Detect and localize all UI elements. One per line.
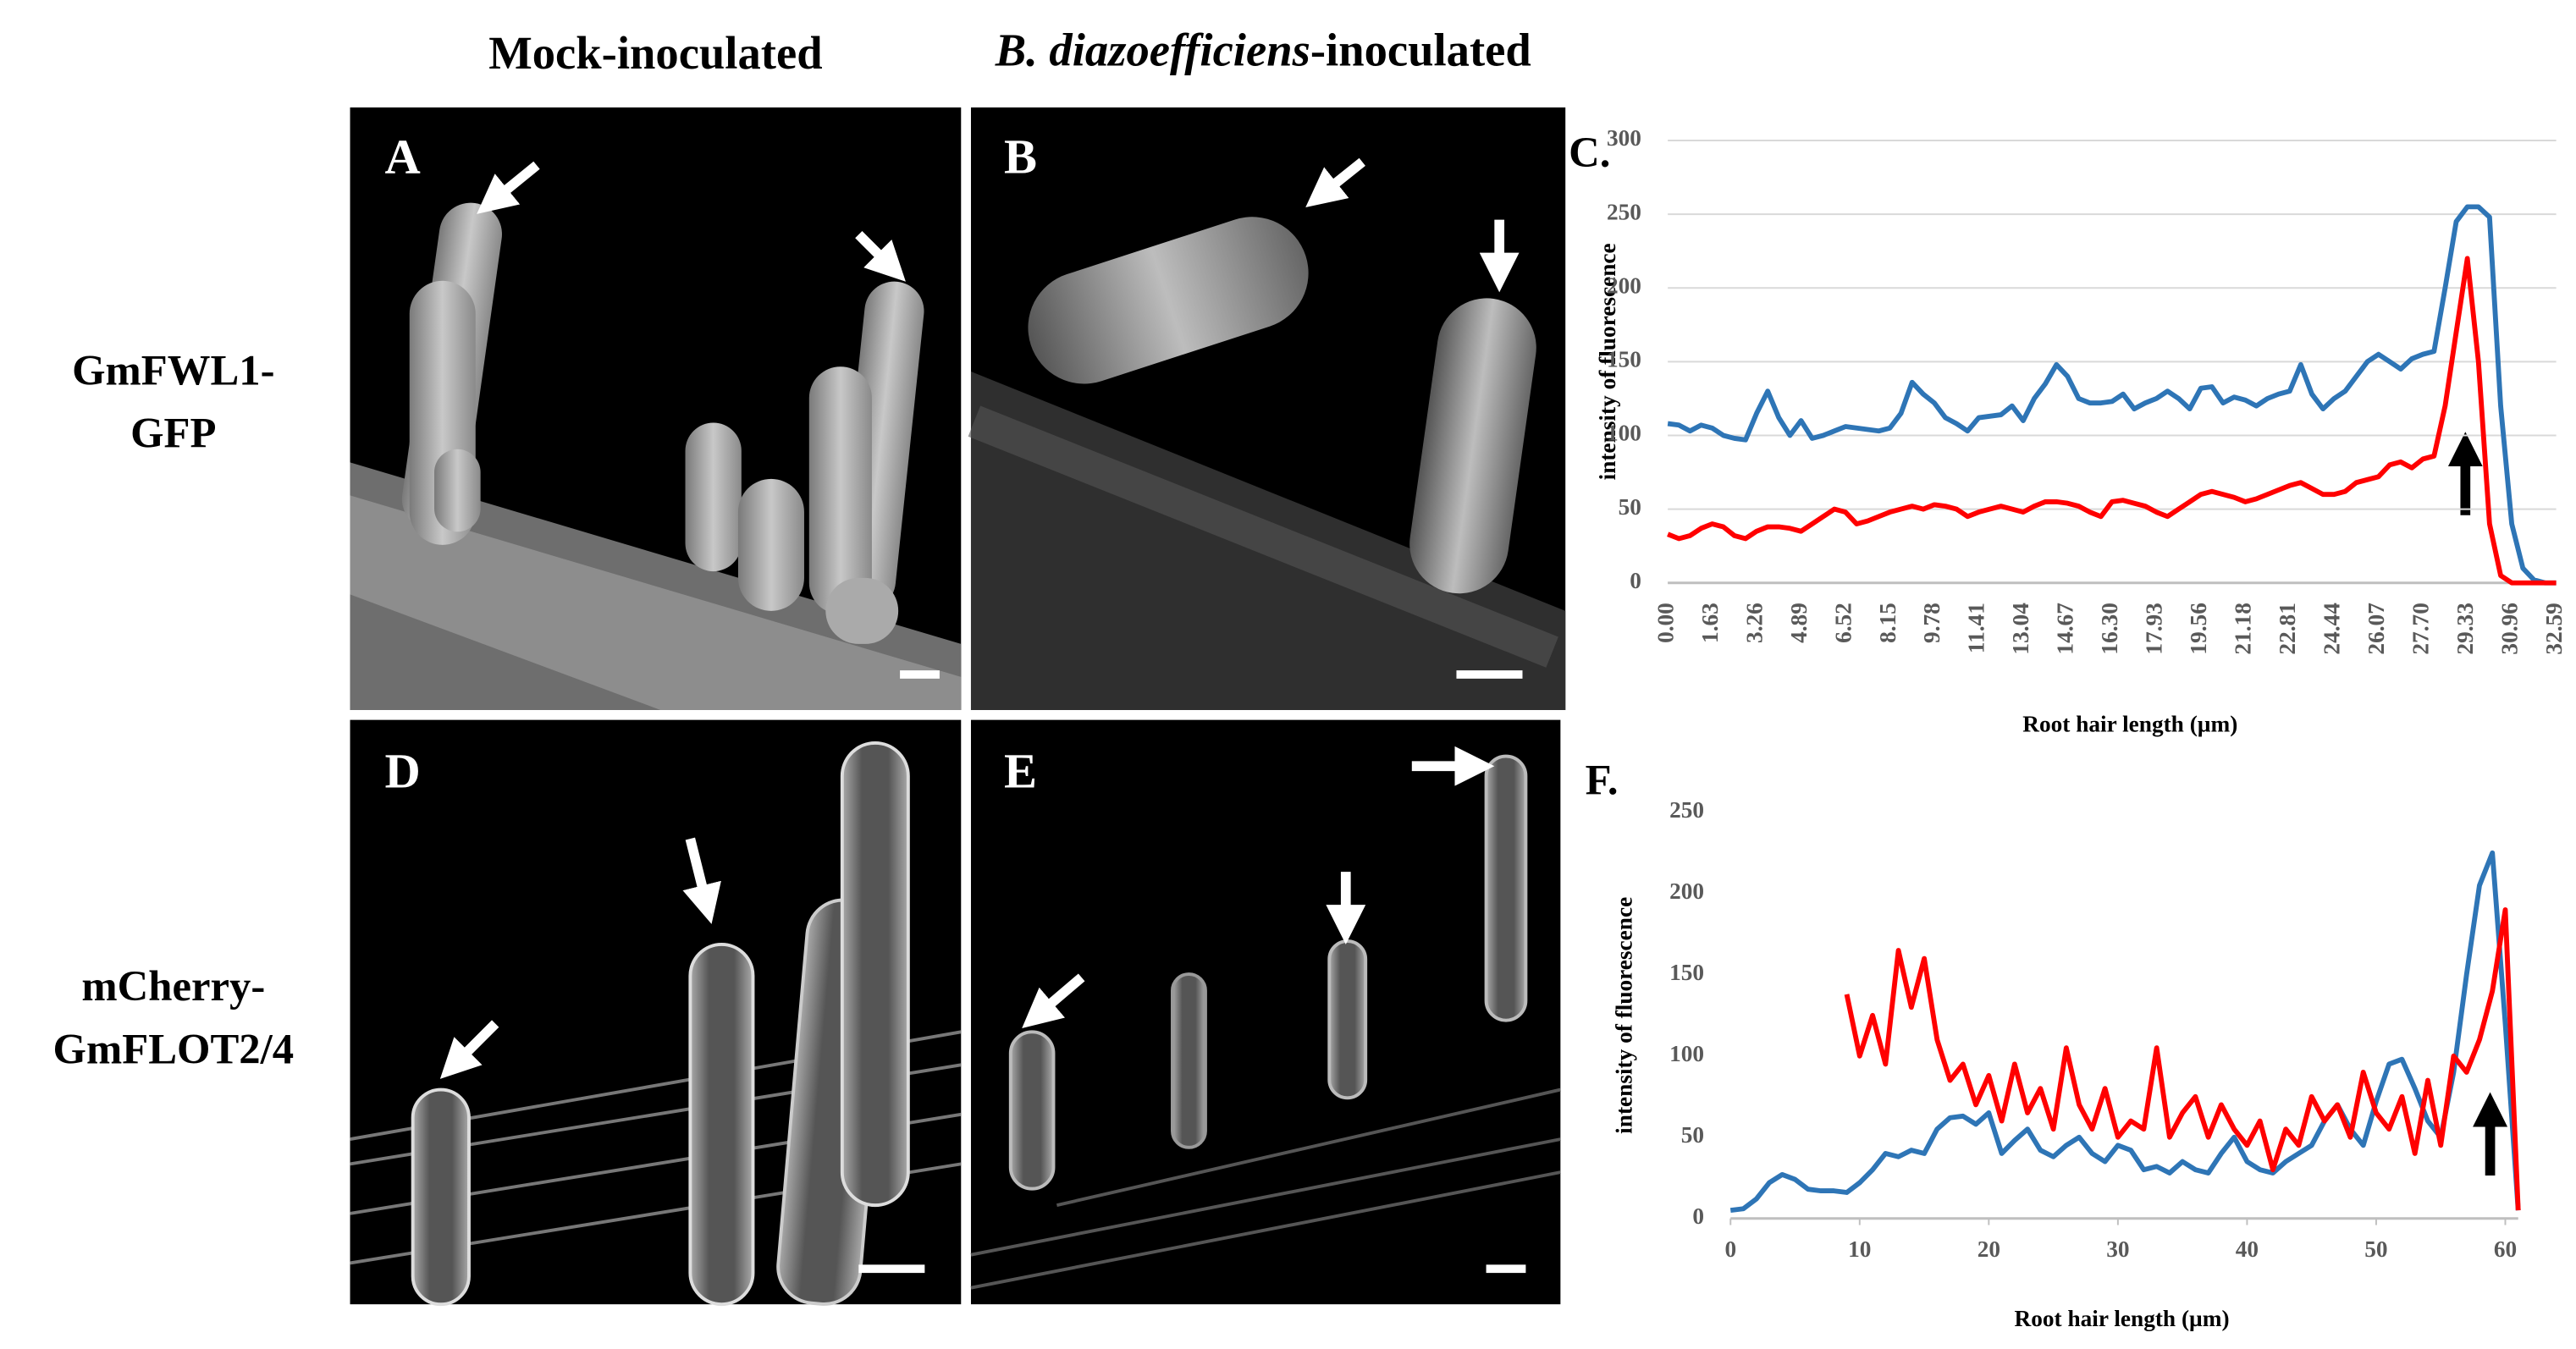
x-tick-label: 11.41 [1964,603,1989,653]
column-header: B. diazoefficiens-inoculated [995,24,1531,75]
y-tick-label: 300 [1607,125,1641,151]
y-tick-label: 0 [1692,1203,1704,1229]
row-label: mCherry- [81,962,265,1010]
x-axis-label: Root hair length (µm) [2015,1306,2230,1331]
x-tick-label: 10 [1848,1236,1871,1262]
panel-letter: E [1004,743,1037,798]
series-line [1667,204,2557,586]
x-tick-label: 0.00 [1652,603,1678,643]
micrograph-e: E [970,719,1561,1305]
x-tick-label: 14.67 [2053,603,2078,654]
panel-letter: B [1004,129,1037,184]
series-line [1729,850,2521,1214]
x-tick-label: 26.07 [2364,603,2389,654]
column-header: Mock-inoculated [488,27,822,79]
row-label: GFP [130,410,216,457]
y-tick-label: 200 [1607,273,1641,298]
x-tick-label: 19.56 [2186,603,2211,654]
y-tick-label: 250 [1607,199,1641,224]
y-tick-label: 50 [1681,1122,1704,1148]
x-tick-label: 22.81 [2275,603,2300,654]
x-tick-label: 60 [2494,1236,2517,1262]
x-tick-label: 16.30 [2097,603,2122,654]
x-tick-label: 50 [2364,1236,2387,1262]
series-line [1667,256,2557,586]
x-tick-label: 4.89 [1786,603,1812,643]
x-tick-label: 32.59 [2541,603,2567,654]
y-tick-label: 100 [1669,1041,1704,1066]
x-tick-label: 8.15 [1875,603,1900,643]
y-tick-label: 200 [1669,878,1704,904]
x-tick-label: 20 [1978,1236,2000,1262]
row-label: GmFWL1- [72,347,274,394]
x-tick-label: 21.18 [2231,603,2256,654]
x-tick-label: 29.33 [2452,603,2478,654]
column-header-rest: -inoculated [1310,24,1531,75]
y-tick-label: 0 [1630,568,1641,593]
chart-label: F. [1586,756,1619,803]
y-tick-label: 50 [1619,494,1641,520]
x-tick-label: 17.93 [2142,603,2167,654]
x-tick-label: 13.04 [2008,603,2033,655]
y-tick-label: 150 [1607,347,1641,372]
y-tick-label: 250 [1669,797,1704,823]
x-tick-label: 24.44 [2319,603,2344,655]
micrograph-a: A [350,107,962,710]
micrograph-b: B [968,107,1566,710]
panel-letter: D [384,743,420,798]
y-tick-label: 100 [1607,421,1641,446]
x-tick-label: 1.63 [1697,603,1723,643]
micrograph-d: D [350,719,962,1307]
row-label: GmFLOT2/4 [53,1025,295,1072]
x-tick-label: 30 [2106,1236,2129,1262]
x-tick-label: 40 [2236,1236,2259,1262]
x-tick-label: 9.78 [1919,603,1944,643]
y-axis-label: intensity of fluorescence [1595,243,1620,480]
x-tick-label: 6.52 [1830,603,1856,643]
x-axis-label: Root hair length (µm) [2022,712,2237,737]
chart-label: C. [1569,129,1610,176]
panel-letter: A [384,129,420,184]
column-header-italic: B. diazoefficiens [995,24,1310,75]
series-line [1844,907,2521,1211]
x-tick-label: 30.96 [2496,603,2522,654]
x-tick-label: 0 [1724,1236,1736,1262]
x-tick-label: 27.70 [2408,603,2433,654]
x-tick-label: 3.26 [1741,603,1767,643]
y-tick-label: 150 [1669,960,1704,985]
y-axis-label: intensity of fluorescence [1612,897,1637,1134]
